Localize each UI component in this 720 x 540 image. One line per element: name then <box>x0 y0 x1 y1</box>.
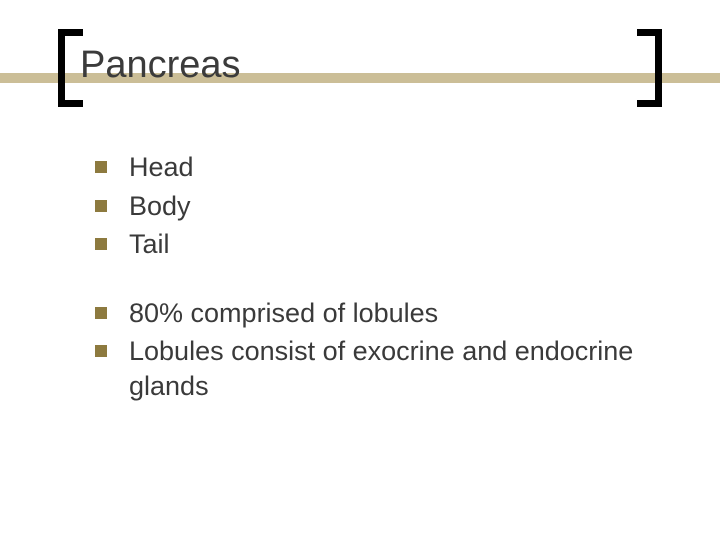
page-title: Pancreas <box>80 44 241 87</box>
bullet-text: Head <box>129 150 194 185</box>
list-item: Body <box>95 189 660 224</box>
list-item: Head <box>95 150 660 185</box>
bullet-text: Tail <box>129 227 170 262</box>
bullet-icon <box>95 307 107 319</box>
bullet-icon <box>95 238 107 250</box>
bullet-group-2: 80% comprised of lobules Lobules consist… <box>95 296 660 404</box>
bullet-text: 80% comprised of lobules <box>129 296 438 331</box>
list-item: 80% comprised of lobules <box>95 296 660 331</box>
right-bracket-top-arm <box>637 29 662 36</box>
list-item: Tail <box>95 227 660 262</box>
left-bracket-bottom-arm <box>58 100 83 107</box>
slide: Pancreas Head Body Tail 80% comprised of… <box>0 0 720 540</box>
bullet-text: Body <box>129 189 191 224</box>
left-bracket-vertical <box>58 29 65 107</box>
right-bracket-bottom-arm <box>637 100 662 107</box>
bullet-group-1: Head Body Tail <box>95 150 660 262</box>
bullet-text: Lobules consist of exocrine and endocrin… <box>129 334 660 403</box>
bullet-icon <box>95 200 107 212</box>
right-bracket-vertical <box>655 29 662 107</box>
bullet-icon <box>95 345 107 357</box>
bullet-content: Head Body Tail 80% comprised of lobules … <box>95 150 660 437</box>
list-item: Lobules consist of exocrine and endocrin… <box>95 334 660 403</box>
bullet-icon <box>95 161 107 173</box>
left-bracket-top-arm <box>58 29 83 36</box>
